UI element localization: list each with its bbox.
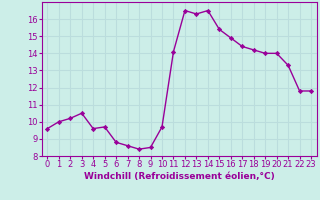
X-axis label: Windchill (Refroidissement éolien,°C): Windchill (Refroidissement éolien,°C) (84, 172, 275, 181)
